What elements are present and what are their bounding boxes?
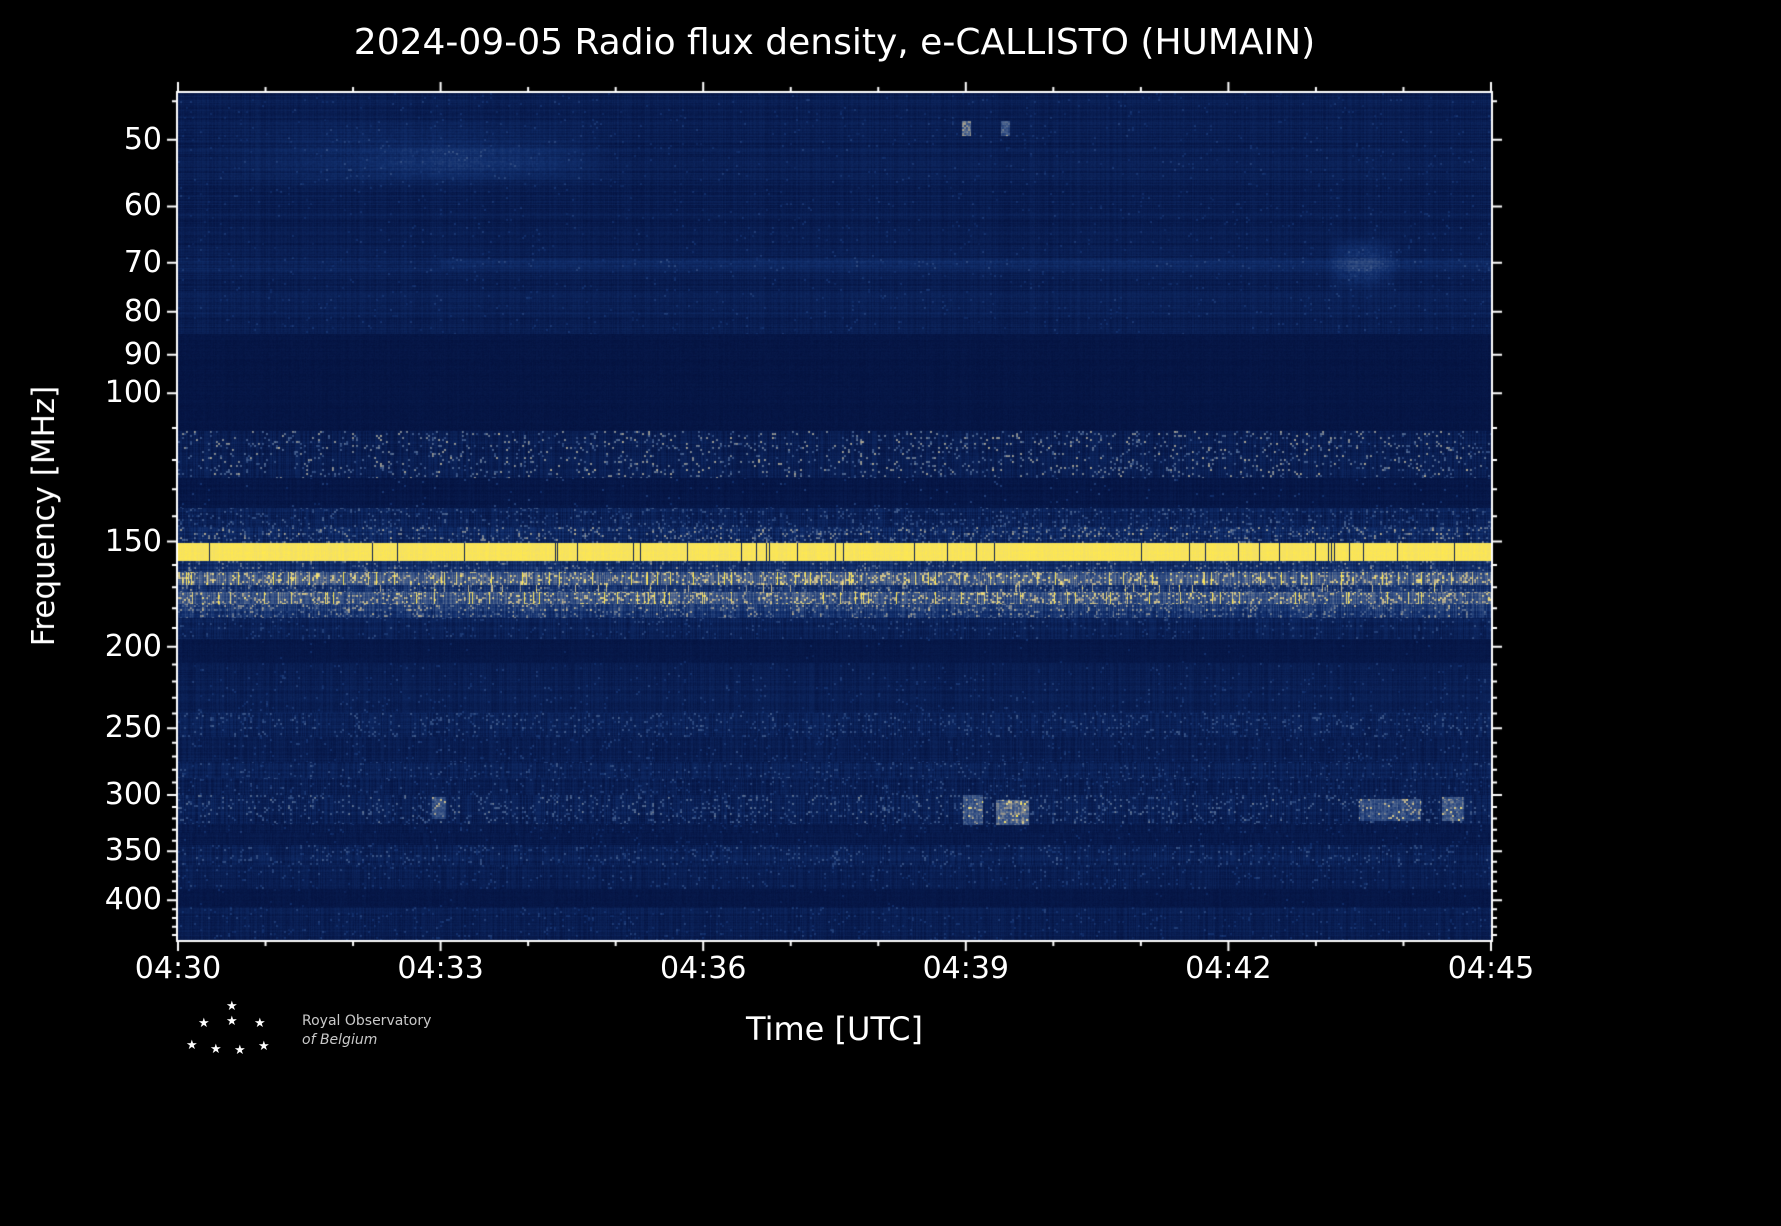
- y-axis-label: Frequency [MHz]: [26, 385, 62, 647]
- star-icon: ★: [198, 1016, 210, 1031]
- y-tick-label: 70: [123, 244, 162, 280]
- rob-stars-icon: ★ ★ ★ ★ ★ ★ ★ ★: [186, 1000, 282, 1062]
- x-tick-label: 04:33: [397, 951, 484, 986]
- y-tick-label: 90: [123, 336, 162, 372]
- y-tick-label: 100: [104, 375, 162, 411]
- chart-title: 2024-09-05 Radio flux density, e-CALLIST…: [353, 22, 1316, 63]
- star-icon: ★: [210, 1042, 222, 1057]
- y-tick-label: 350: [104, 833, 162, 869]
- rob-brand-line2: of Belgium: [302, 1032, 378, 1048]
- rob-logo: ★ ★ ★ ★ ★ ★ ★ ★ Royal Observatory of Bel…: [186, 1000, 431, 1062]
- rob-brand-line1: Royal Observatory: [302, 1013, 432, 1029]
- x-tick-label: 04:36: [659, 951, 747, 986]
- rob-brand-text: Royal Observatory of Belgium: [302, 1012, 431, 1050]
- y-tick-label: 250: [104, 710, 162, 746]
- y-tick-label: 300: [104, 776, 162, 812]
- y-tick-label: 400: [104, 882, 162, 918]
- x-tick-label: 04:39: [922, 951, 1010, 986]
- star-icon: ★: [254, 1016, 266, 1031]
- x-axis-label: Time [UTC]: [746, 1010, 923, 1048]
- x-tick-label: 04:42: [1185, 951, 1272, 986]
- y-tick-label: 60: [123, 188, 162, 224]
- x-tick-label: 04:30: [134, 951, 222, 986]
- y-tick-label: 80: [123, 293, 162, 329]
- x-tick-label: 04:45: [1447, 951, 1535, 986]
- y-tick-label: 150: [104, 523, 162, 559]
- star-icon: ★: [226, 1014, 238, 1029]
- star-icon: ★: [258, 1039, 270, 1054]
- y-tick-label: 50: [123, 121, 162, 157]
- y-tick-label: 200: [104, 628, 162, 664]
- star-icon: ★: [234, 1043, 246, 1058]
- star-icon: ★: [186, 1038, 198, 1053]
- star-icon: ★: [226, 999, 238, 1014]
